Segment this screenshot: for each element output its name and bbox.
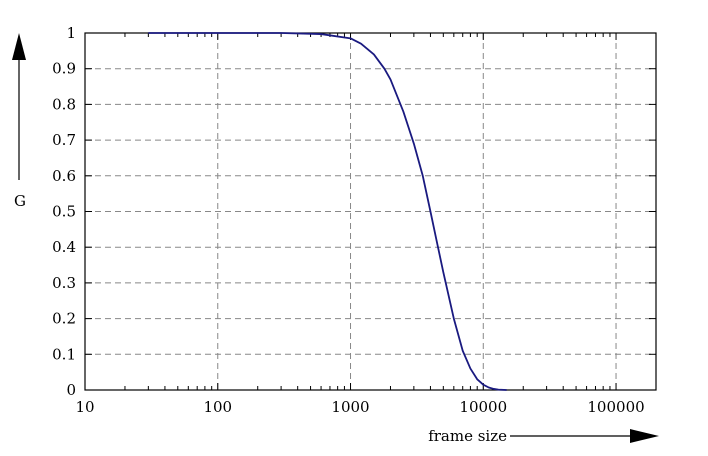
x-tick-label: 100 bbox=[203, 398, 232, 416]
y-tick-label: 0.4 bbox=[52, 238, 76, 256]
x-tick-label: 100000 bbox=[587, 398, 644, 416]
y-tick-label: 0.3 bbox=[52, 274, 76, 292]
y-tick-label: 0.5 bbox=[52, 203, 76, 221]
y-tick-label: 1 bbox=[66, 24, 76, 42]
y-tick-label: 0.8 bbox=[52, 95, 76, 113]
series-line bbox=[148, 32, 507, 391]
x-axis-title: frame size bbox=[428, 427, 507, 445]
y-axis-arrow-head bbox=[12, 33, 26, 60]
y-tick-label: 0.1 bbox=[52, 345, 76, 363]
y-tick-labels: 0 0.1 0.2 0.3 0.4 0.5 0.6 0.7 0.8 0.9 1 bbox=[52, 24, 76, 399]
x-tick-label: 1000 bbox=[331, 398, 369, 416]
tick-marks bbox=[84, 32, 656, 391]
x-tick-labels: 10 100 1000 10000 100000 bbox=[75, 398, 644, 416]
x-axis-arrow-head bbox=[630, 429, 659, 443]
y-tick-label: 0.6 bbox=[52, 167, 76, 185]
y-axis-title: G bbox=[14, 192, 26, 210]
x-tick-label: 10 bbox=[75, 398, 94, 416]
series-lines bbox=[148, 32, 507, 391]
y-tick-label: 0.2 bbox=[52, 310, 76, 328]
y-tick-label: 0 bbox=[66, 381, 76, 399]
x-tick-label: 10000 bbox=[459, 398, 507, 416]
grid-lines bbox=[85, 33, 656, 390]
y-tick-label: 0.9 bbox=[52, 60, 76, 78]
y-tick-label: 0.7 bbox=[52, 131, 76, 149]
